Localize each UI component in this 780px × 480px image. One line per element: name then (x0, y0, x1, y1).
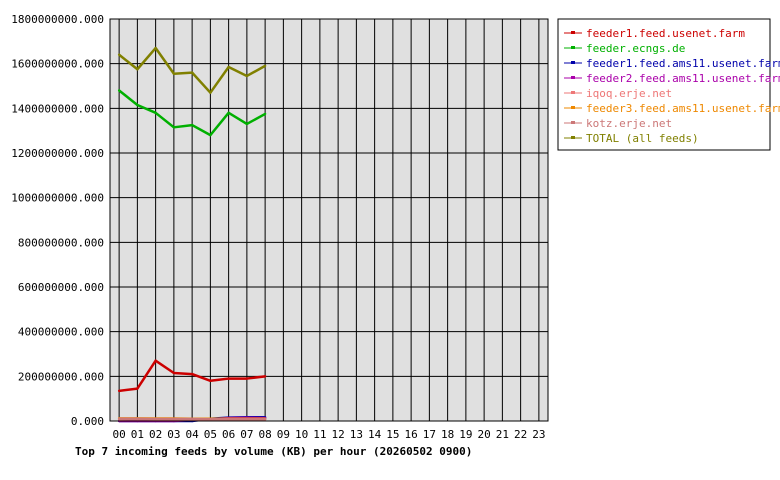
y-tick-label: 0.000 (71, 415, 104, 428)
x-tick-label: 16 (405, 428, 418, 441)
x-tick-label: 00 (113, 428, 126, 441)
data-point (245, 122, 249, 126)
legend-label: kotz.erje.net (586, 117, 672, 130)
y-tick-label: 1000000000.000 (11, 192, 104, 205)
data-point (190, 372, 194, 376)
data-point (209, 418, 212, 421)
data-point (154, 46, 157, 50)
data-point (154, 359, 157, 362)
x-tick-label: 22 (514, 428, 527, 441)
data-point (117, 53, 121, 56)
legend-label: feeder2.feed.ams11.usenet.farm (586, 72, 780, 85)
data-point (190, 123, 194, 127)
data-point (263, 418, 267, 421)
data-point (136, 387, 139, 390)
data-point (154, 417, 157, 421)
legend-marker (571, 31, 575, 34)
x-tick-label: 14 (368, 428, 382, 441)
data-point (227, 377, 230, 380)
plot-border (109, 18, 549, 422)
data-point (227, 111, 230, 115)
data-point (154, 111, 157, 115)
x-tick-label: 11 (313, 428, 326, 441)
x-tick-label: 02 (149, 428, 162, 441)
x-axis-ticks: 00 01 02 03 04 05 06 07 08 09 10 11 12 13 14 15 16 17 18 19… (113, 428, 546, 441)
data-point (172, 417, 176, 421)
x-tick-label: 10 (295, 428, 308, 441)
data-point (136, 417, 139, 420)
x-tick-label: 04 (186, 428, 200, 441)
legend-label: TOTAL (all feeds) (586, 132, 699, 145)
x-tick-label: 21 (496, 428, 509, 441)
legend-label: feeder3.feed.ams11.usenet.farm (586, 102, 780, 115)
x-tick-label: 17 (423, 428, 436, 441)
plot-area (110, 19, 548, 421)
x-tick-label: 08 (259, 428, 272, 441)
x-tick-label: 12 (332, 428, 345, 441)
series-lines (117, 46, 267, 423)
data-point (190, 417, 194, 421)
x-tick-label: 05 (204, 428, 217, 441)
legend-box (557, 18, 771, 151)
legend-label: feeder.ecngs.de (586, 42, 685, 55)
y-axis-ticks: 0.000 200000000.000 400000000.000 600000000… (11, 13, 104, 428)
x-tick-label: 13 (350, 428, 363, 441)
data-point (245, 377, 249, 380)
data-point (117, 89, 121, 92)
legend-label: feeder1.feed.ams11.usenet.farm (586, 57, 780, 70)
legend-marker (571, 76, 575, 79)
y-tick-label: 400000000.000 (18, 326, 104, 339)
y-tick-label: 1200000000.000 (11, 147, 104, 160)
data-point (172, 126, 176, 129)
legend-marker (571, 46, 575, 49)
data-point (245, 74, 249, 78)
data-point (117, 389, 121, 393)
grid (110, 18, 548, 422)
y-tick-label: 200000000.000 (18, 370, 104, 383)
legend-marker (571, 61, 575, 64)
legend-items: feeder1.feed.usenet.farm feeder.ecngs.de f… (564, 27, 780, 145)
y-tick-label: 800000000.000 (18, 236, 104, 249)
legend-label: iqoq.erje.net (586, 87, 672, 100)
data-point (209, 133, 212, 137)
legend-label: feeder1.feed.usenet.farm (586, 27, 745, 40)
y-tick-label: 1800000000.000 (11, 13, 104, 26)
legend-marker (571, 91, 575, 94)
x-tick-label: 03 (167, 428, 180, 441)
data-point (263, 112, 267, 116)
data-point (209, 91, 212, 94)
data-point (209, 379, 212, 382)
legend: feeder1.feed.usenet.farm feeder.ecngs.de f… (557, 18, 780, 151)
data-point (136, 103, 139, 107)
legend-marker (571, 106, 575, 109)
chart-title: Top 7 incoming feeds by volume (KB) per … (75, 445, 472, 458)
x-tick-label: 23 (532, 428, 545, 441)
data-point (136, 68, 139, 71)
legend-marker (571, 136, 575, 139)
x-tick-label: 07 (240, 428, 253, 441)
data-point (245, 418, 249, 421)
data-point (190, 71, 194, 74)
data-point (172, 72, 176, 75)
legend-marker (571, 121, 575, 124)
x-tick-label: 20 (478, 428, 491, 441)
y-tick-label: 600000000.000 (18, 281, 104, 294)
data-point (172, 371, 176, 375)
y-tick-label: 1600000000.000 (11, 58, 104, 71)
data-point (117, 417, 121, 420)
x-tick-label: 01 (131, 428, 144, 441)
data-point (263, 64, 267, 68)
x-tick-label: 09 (277, 428, 290, 441)
y-tick-label: 1400000000.000 (11, 102, 104, 115)
x-tick-label: 15 (386, 428, 399, 441)
x-tick-label: 19 (459, 428, 472, 441)
data-point (227, 418, 230, 421)
x-tick-label: 18 (441, 428, 454, 441)
data-point (263, 375, 267, 378)
x-tick-label: 06 (222, 428, 235, 441)
data-point (227, 65, 230, 69)
